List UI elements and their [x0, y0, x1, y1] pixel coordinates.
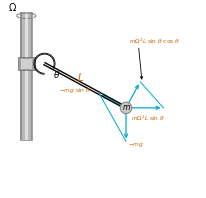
Bar — [20, 12, 22, 140]
Text: $L$: $L$ — [77, 71, 84, 83]
Bar — [21, 59, 32, 69]
Bar — [18, 57, 35, 70]
Text: $-mg$ sin $\theta$: $-mg$ sin $\theta$ — [59, 86, 91, 95]
Text: $\Omega$: $\Omega$ — [8, 1, 17, 13]
Text: $m\Omega^2L$ sin $\theta$: $m\Omega^2L$ sin $\theta$ — [131, 113, 165, 123]
Text: $-mg$: $-mg$ — [128, 141, 144, 149]
Bar — [20, 12, 32, 140]
Bar — [25, 12, 28, 140]
Bar — [31, 12, 32, 140]
Text: $m$: $m$ — [122, 103, 130, 112]
Text: $m\Omega^2L$ sin $\theta$ cos $\theta$: $m\Omega^2L$ sin $\theta$ cos $\theta$ — [129, 36, 180, 46]
Circle shape — [120, 102, 132, 114]
Text: $\theta$: $\theta$ — [53, 69, 61, 80]
